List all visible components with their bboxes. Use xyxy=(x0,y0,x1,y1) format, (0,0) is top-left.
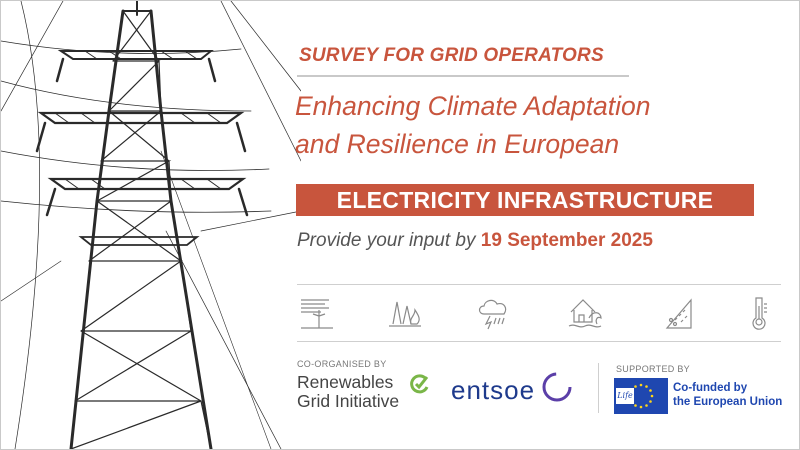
deadline-text: Provide your input by 19 September 2025 xyxy=(297,230,777,252)
eu-cofunded-text: Co-funded by the European Union xyxy=(673,381,793,409)
rgi-checkmark-icon xyxy=(410,374,429,394)
transmission-tower-image xyxy=(1,1,301,449)
supported-by-label: SUPPORTED BY xyxy=(616,364,690,374)
landslide-icon xyxy=(665,298,692,329)
eu-text-line-1: Co-funded by xyxy=(673,382,748,394)
survey-label: SURVEY FOR GRID OPERATORS xyxy=(299,45,604,66)
headline-line-2: and Resilience in European xyxy=(295,129,620,159)
co-organised-label: CO-ORGANISED BY xyxy=(297,359,387,369)
rgi-logo: Renewables Grid Initiative xyxy=(297,373,437,411)
wildfire-icon xyxy=(389,301,421,327)
life-logo: Life xyxy=(616,388,634,404)
eu-flag-logo: Life xyxy=(614,378,668,414)
flood-icon xyxy=(568,299,602,328)
rgi-name-line-2: Grid Initiative xyxy=(297,391,400,411)
headline-line-1: Enhancing Climate Adaptation xyxy=(295,91,651,121)
highlight-banner: ELECTRICITY INFRASTRUCTURE xyxy=(296,184,754,216)
rgi-name-line-1: Renewables xyxy=(297,372,394,392)
logo-divider xyxy=(598,363,599,413)
survey-underline xyxy=(297,75,629,77)
heat-wind-icon xyxy=(301,299,333,329)
deadline-prefix: Provide your input by xyxy=(297,230,476,251)
icons-bottom-rule xyxy=(297,341,781,342)
storm-icon xyxy=(478,299,507,330)
eu-text-line-2: the European Union xyxy=(673,396,783,408)
entsoe-ring-icon xyxy=(542,372,572,402)
headline: Enhancing Climate Adaptation and Resilie… xyxy=(295,87,775,163)
thermometer-icon xyxy=(752,297,767,330)
deadline-date: 19 September 2025 xyxy=(480,230,653,251)
entsoe-logo: entsoe xyxy=(451,375,536,405)
icons-top-rule xyxy=(297,284,781,285)
